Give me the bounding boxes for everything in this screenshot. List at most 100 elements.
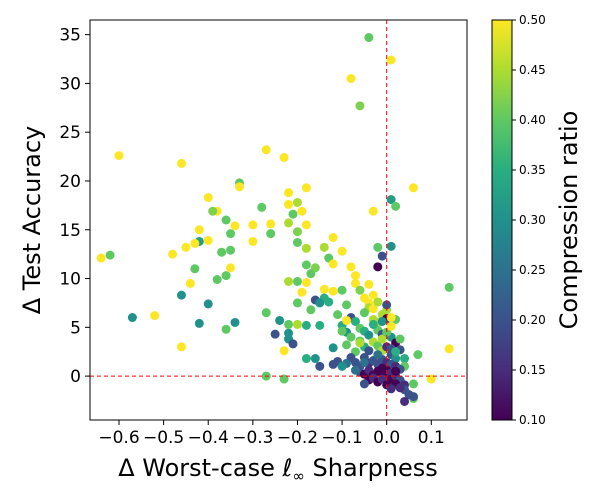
x-axis-label: Δ Worst-case ℓ∞ Sharpness (118, 454, 438, 485)
scatter-point (364, 330, 374, 340)
colorbar-tick-label: 0.40 (519, 113, 546, 127)
scatter-point (350, 365, 360, 375)
scatter-points (96, 33, 454, 406)
scatter-point (194, 225, 204, 235)
scatter-point (292, 237, 302, 247)
scatter-point (337, 246, 347, 256)
scatter-point (408, 183, 418, 193)
x-tick-label: −0.3 (232, 428, 273, 448)
scatter-point (284, 276, 294, 286)
scatter-point (248, 236, 258, 246)
scatter-point (301, 320, 311, 330)
scatter-point (310, 354, 320, 364)
scatter-point (364, 33, 374, 43)
scatter-point (284, 188, 294, 198)
colorbar-tick-label: 0.50 (519, 13, 546, 27)
scatter-point (377, 363, 387, 373)
scatter-point (359, 308, 369, 318)
scatter-point (444, 282, 454, 292)
x-tick-label: −0.2 (277, 428, 318, 448)
scatter-point (301, 183, 311, 193)
scatter-point (408, 379, 418, 389)
scatter-point (328, 286, 338, 296)
scatter-point (315, 320, 325, 330)
x-tick-label: 0.0 (373, 428, 400, 448)
scatter-point (444, 344, 454, 354)
scatter-point (292, 298, 302, 308)
scatter-point (270, 329, 280, 339)
scatter-point (257, 202, 267, 212)
scatter-point (203, 235, 213, 245)
scatter-point (391, 201, 401, 211)
scatter-point (373, 242, 383, 252)
scatter-point (266, 219, 276, 229)
scatter-point (190, 238, 200, 248)
scatter-point (226, 263, 236, 273)
x-tick-label: −0.5 (143, 428, 184, 448)
colorbar-tick-label: 0.35 (519, 163, 546, 177)
scatter-point (368, 319, 378, 329)
scatter-point (364, 346, 374, 356)
y-tick-label: 25 (59, 123, 81, 143)
scatter-point (337, 361, 347, 371)
scatter-point (400, 396, 410, 406)
x-tick-label: −0.1 (321, 428, 362, 448)
scatter-point (350, 271, 360, 281)
scatter-point (359, 379, 369, 389)
scatter-point (386, 55, 396, 65)
scatter-point (181, 242, 191, 252)
scatter-point (386, 384, 396, 394)
colorbar-tick-label: 0.45 (519, 63, 546, 77)
scatter-point (261, 145, 271, 155)
scatter-point (377, 251, 387, 261)
scatter-point (301, 277, 311, 287)
scatter-point (190, 264, 200, 274)
scatter-point (400, 354, 410, 364)
scatter-point (234, 182, 244, 192)
scatter-point (315, 298, 325, 308)
scatter-point (221, 324, 231, 334)
y-tick-label: 35 (59, 26, 81, 46)
scatter-point (373, 297, 383, 307)
scatter-point (221, 271, 231, 281)
scatter-point (395, 334, 405, 344)
scatter-point (150, 311, 160, 321)
scatter-point (208, 206, 218, 216)
scatter-point (284, 218, 294, 228)
y-axis-label: Δ Test Accuracy (18, 126, 46, 315)
colorbar-tick-label: 0.15 (519, 363, 546, 377)
scatter-point (288, 339, 298, 349)
scatter-point (386, 195, 396, 205)
scatter-point (368, 290, 378, 300)
x-tick-label: 0.1 (418, 428, 445, 448)
scatter-point (292, 319, 302, 329)
scatter-point (217, 247, 227, 257)
scatter-point (408, 392, 418, 402)
y-tick-label: 20 (59, 172, 81, 192)
scatter-point (426, 374, 436, 384)
scatter-point (377, 334, 387, 344)
scatter-point (266, 229, 276, 239)
scatter-point (230, 317, 240, 327)
scatter-point (386, 321, 396, 331)
scatter-point (127, 313, 137, 323)
scatter-point (386, 241, 396, 251)
scatter-point (333, 310, 343, 320)
scatter-point (342, 315, 352, 325)
colorbar (491, 19, 513, 421)
scatter-point (292, 197, 302, 207)
scatter-point (203, 193, 213, 203)
scatter-point (395, 383, 405, 393)
scatter-point (275, 315, 285, 325)
scatter-point (194, 318, 204, 328)
colorbar-tick-label: 0.30 (519, 213, 546, 227)
scatter-point (288, 209, 298, 219)
y-tick-label: 30 (59, 74, 81, 94)
scatter-point (382, 300, 392, 310)
scatter-point (373, 350, 383, 360)
scatter-point (355, 285, 365, 295)
scatter-point (301, 220, 311, 230)
scatter-point (377, 316, 387, 326)
plot-frame (89, 19, 468, 421)
